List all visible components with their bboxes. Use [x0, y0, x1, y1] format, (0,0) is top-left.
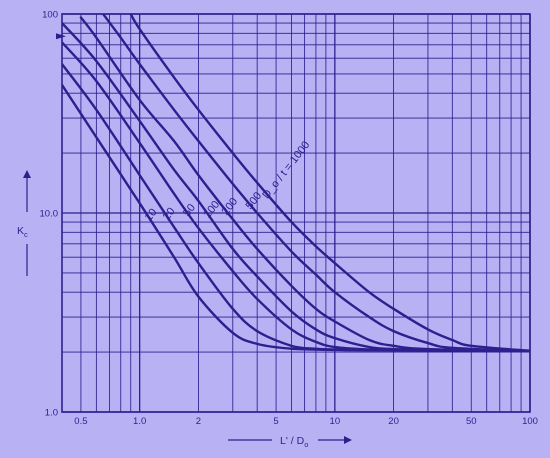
pointer-arrow-icon — [56, 33, 66, 40]
ylabel-arrow-icon — [23, 170, 31, 178]
grid — [61, 13, 531, 413]
series-line-200 — [79, 16, 530, 353]
y-tick-label: 10.0 — [40, 209, 59, 220]
x-tick-label: 1.0 — [133, 416, 146, 427]
x-axis-label: L' / Do — [280, 435, 308, 449]
series-line-50 — [62, 41, 530, 353]
series-line-500 — [101, 14, 530, 353]
curve-label-200: 200 — [220, 196, 241, 218]
curves — [62, 14, 530, 353]
x-tick-label: 20 — [388, 416, 399, 427]
plot-frame — [61, 13, 531, 413]
y-axis-label: Kc — [17, 225, 28, 239]
y-tick-label: 100 — [42, 10, 58, 21]
x-tick-label: 5 — [273, 416, 278, 427]
x-tick-label: 100 — [522, 416, 538, 427]
xlabel-arrow-icon — [344, 436, 352, 444]
series-line-10 — [62, 83, 530, 353]
curve-label-10: 10 — [143, 207, 160, 224]
curve-label-50: 50 — [181, 202, 198, 219]
y-tick-label: 1.0 — [45, 408, 58, 419]
series-line-1000 — [129, 14, 530, 353]
x-tick-label: 0.5 — [74, 416, 87, 427]
series-line-100 — [62, 21, 530, 353]
curve-label-20: 20 — [161, 206, 178, 223]
series-line-20 — [62, 62, 530, 353]
x-tick-label: 10 — [330, 416, 341, 427]
x-tick-label: 50 — [466, 416, 477, 427]
x-tick-label: 2 — [196, 416, 201, 427]
